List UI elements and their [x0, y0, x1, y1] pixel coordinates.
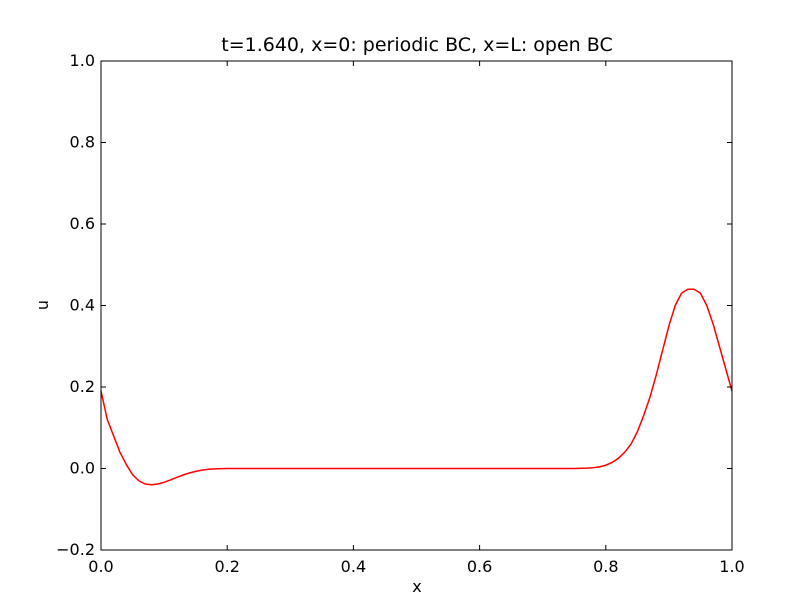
y-tick-label: 0.2 [70, 377, 95, 396]
x-tick-label: 0.0 [88, 557, 113, 576]
axes-frame [100, 60, 733, 551]
x-tick-label: 0.2 [214, 557, 239, 576]
x-tick-label: 0.4 [341, 557, 366, 576]
x-tick-label: 0.8 [593, 557, 618, 576]
y-tick-label: −0.2 [56, 540, 95, 559]
y-axis-ticks: −0.2 0.0 0.2 0.4 0.6 0.8 1.0 [56, 51, 732, 559]
y-axis-label: u [33, 300, 52, 310]
chart-title: t=1.640, x=0: periodic BC, x=L: open BC [221, 34, 613, 56]
x-tick-label: 0.6 [467, 557, 492, 576]
y-tick-label: 1.0 [70, 51, 95, 70]
series-line [100, 288, 733, 486]
y-tick-label: 0.0 [70, 459, 95, 478]
x-tick-label: 1.0 [719, 557, 744, 576]
y-tick-label: 0.4 [70, 296, 95, 315]
plot-area [100, 288, 733, 486]
x-axis-label: x [412, 577, 421, 596]
y-tick-label: 0.8 [70, 133, 95, 152]
y-tick-label: 0.6 [70, 214, 95, 233]
x-axis-ticks: 0.0 0.2 0.4 0.6 0.8 1.0 [88, 61, 745, 576]
